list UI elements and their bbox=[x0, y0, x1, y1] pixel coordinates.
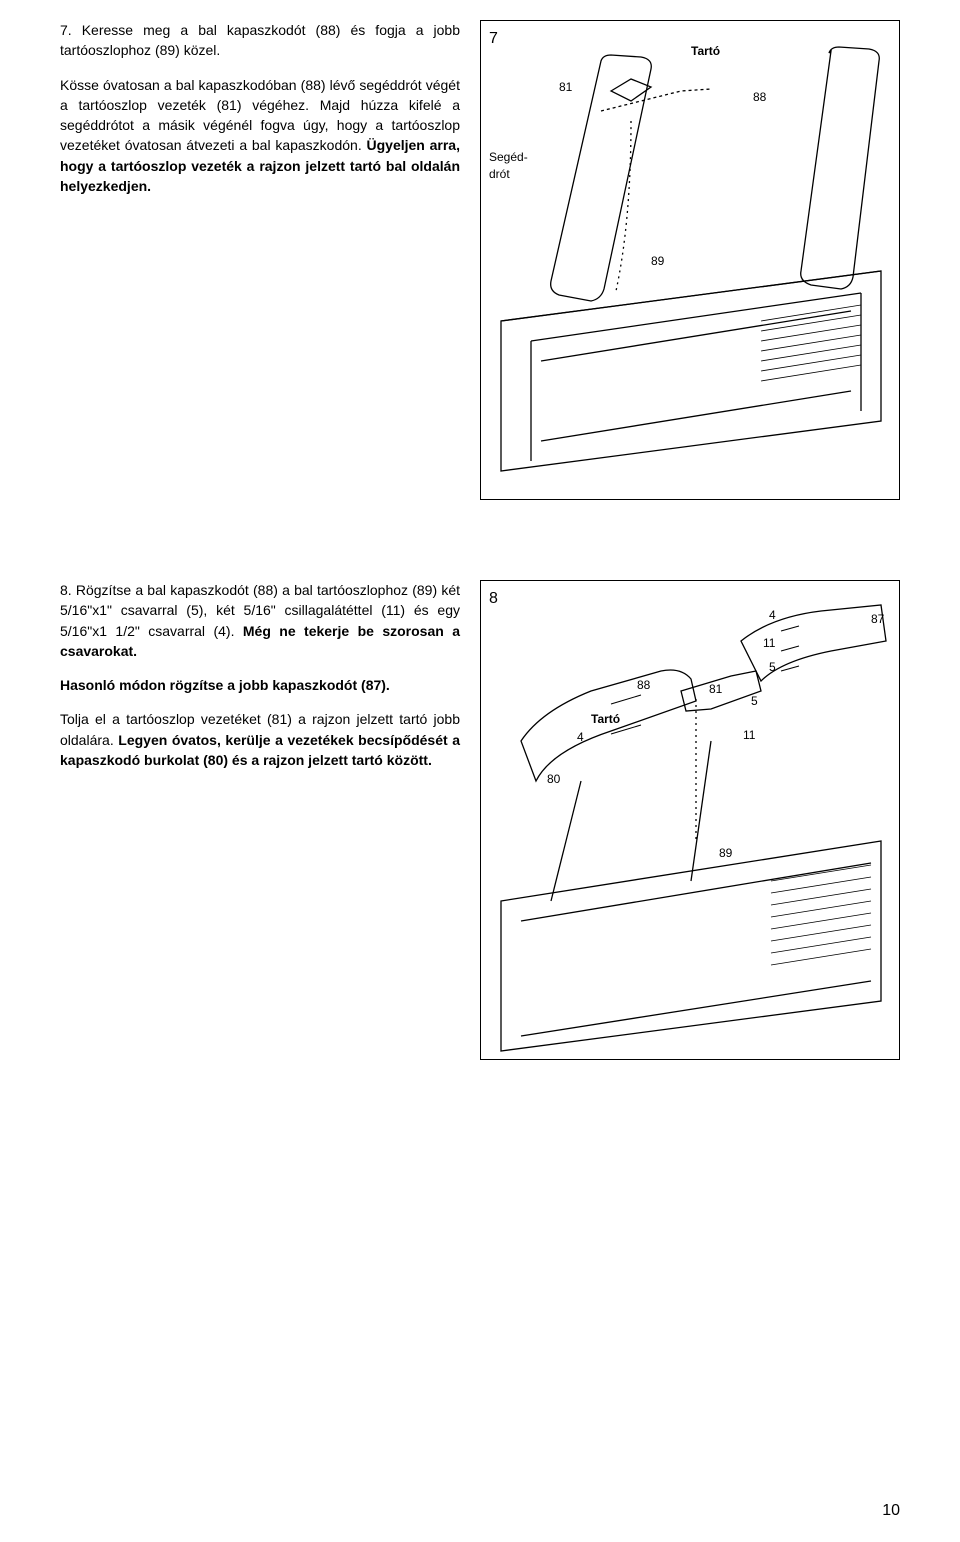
step-8-para-1: 8. Rögzítse a bal kapaszkodót (88) a bal… bbox=[60, 580, 460, 661]
diagram-8-label-11b: 11 bbox=[743, 727, 755, 744]
diagram-8-svg bbox=[481, 581, 901, 1061]
diagram-8-label-81: 81 bbox=[709, 681, 722, 698]
diagram-8-label-80: 80 bbox=[547, 771, 560, 788]
diagram-8-label-87: 87 bbox=[871, 611, 884, 628]
step-8-para-3-bold: Legyen óvatos, kerülje a vezetékek becsí… bbox=[60, 732, 460, 768]
diagram-8-label-89: 89 bbox=[719, 845, 732, 862]
diagram-7-label-88: 88 bbox=[753, 89, 766, 106]
diagram-8-label-11a: 11 bbox=[763, 635, 775, 652]
diagram-7-label-tarto: Tartó bbox=[691, 43, 720, 60]
diagram-7-label-89: 89 bbox=[651, 253, 664, 270]
page-number: 10 bbox=[882, 1499, 900, 1522]
diagram-7-number: 7 bbox=[489, 27, 498, 50]
diagram-7: 7 bbox=[480, 20, 900, 500]
diagram-7-label-seged: Segéd- drót bbox=[489, 149, 528, 184]
diagram-8-label-tarto: Tartó bbox=[591, 711, 620, 728]
step-8-row: 8. Rögzítse a bal kapaszkodót (88) a bal… bbox=[60, 580, 900, 1060]
step-7-row: 7. Keresse meg a bal kapaszkodót (88) és… bbox=[60, 20, 900, 500]
step-7-para-2: Kösse óvatosan a bal kapaszkodóban (88) … bbox=[60, 75, 460, 197]
step-8-para-3: Tolja el a tartóoszlop vezetéket (81) a … bbox=[60, 709, 460, 770]
step-8-diagram-col: 8 bbox=[480, 580, 900, 1060]
step-7-diagram-col: 7 bbox=[480, 20, 900, 500]
diagram-8-label-5b: 5 bbox=[751, 693, 758, 710]
step-8-para-2: Hasonló módon rögzítse a jobb kapaszkodó… bbox=[60, 675, 460, 695]
diagram-8-label-5a: 5 bbox=[769, 659, 776, 676]
diagram-7-label-81: 81 bbox=[559, 79, 572, 96]
diagram-8-number: 8 bbox=[489, 587, 498, 610]
step-8-text: 8. Rögzítse a bal kapaszkodót (88) a bal… bbox=[60, 580, 460, 1060]
diagram-7-svg bbox=[481, 21, 901, 501]
diagram-8-label-4a: 4 bbox=[769, 607, 776, 624]
diagram-8-label-88: 88 bbox=[637, 677, 650, 694]
diagram-8: 8 bbox=[480, 580, 900, 1060]
step-7-text: 7. Keresse meg a bal kapaszkodót (88) és… bbox=[60, 20, 460, 500]
diagram-8-label-4b: 4 bbox=[577, 729, 584, 746]
step-7-para-1: 7. Keresse meg a bal kapaszkodót (88) és… bbox=[60, 20, 460, 61]
